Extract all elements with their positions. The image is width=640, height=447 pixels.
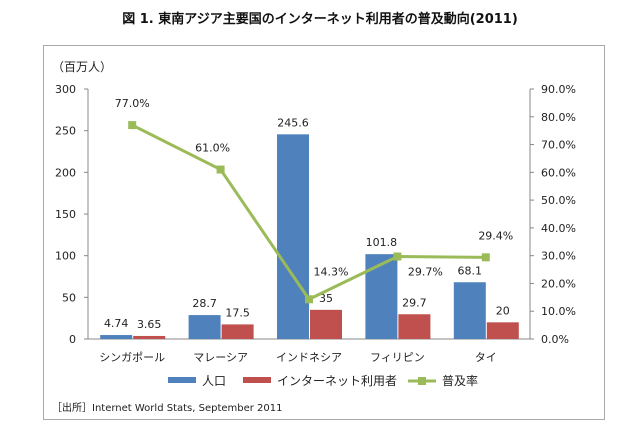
data-label: 4.74 <box>104 317 129 330</box>
y-tick-label: 50 <box>62 291 76 304</box>
line-marker <box>216 165 225 174</box>
x-tick-label: マレーシア <box>193 351 248 364</box>
bar-internet-users <box>310 309 342 339</box>
data-label: 68.1 <box>458 264 483 277</box>
bar-internet-users <box>133 335 166 339</box>
data-label: 20 <box>496 304 510 317</box>
bar-internet-users <box>221 324 254 339</box>
bar-internet-users <box>486 322 519 339</box>
data-label: 245.6 <box>277 116 309 129</box>
data-label: 3.65 <box>137 318 162 331</box>
line-marker <box>128 121 137 130</box>
chart-title: 図 1. 東南アジア主要国のインターネット利用者の普及動向(2011) <box>122 12 518 27</box>
y2-tick-label: 70.0% <box>541 139 576 152</box>
y2-tick-label: 0.0% <box>541 333 569 346</box>
bar-population <box>365 254 398 339</box>
data-label: 29.7 <box>402 296 427 309</box>
y-tick-label: 250 <box>55 125 76 138</box>
bar-population <box>188 315 221 339</box>
legend-marker <box>418 377 426 385</box>
data-label: 17.5 <box>225 306 250 319</box>
y2-tick-label: 40.0% <box>541 222 576 235</box>
data-label: 101.8 <box>366 236 398 249</box>
y2-tick-label: 60.0% <box>541 166 576 179</box>
line-marker <box>481 253 490 262</box>
legend-label: 普及率 <box>442 373 478 388</box>
x-tick-label: タイ <box>475 351 497 364</box>
y-tick-label: 200 <box>55 166 76 179</box>
y2-tick-label: 50.0% <box>541 194 576 207</box>
line-marker <box>393 252 402 261</box>
data-label: 29.7% <box>408 266 443 279</box>
data-label: 61.0% <box>195 142 230 155</box>
y-tick-label: 100 <box>55 250 76 263</box>
y2-tick-label: 90.0% <box>541 83 576 96</box>
data-label: 28.7 <box>192 297 217 310</box>
legend-swatch-internet-users <box>243 377 271 383</box>
data-label: 35 <box>319 292 333 305</box>
y-tick-label: 0 <box>69 333 76 346</box>
legend-label: インターネット利用者 <box>277 374 397 388</box>
data-label: 77.0% <box>115 97 150 110</box>
y2-tick-label: 30.0% <box>541 250 576 263</box>
legend-swatch-population <box>168 377 196 383</box>
bar-population <box>277 134 309 339</box>
bar-internet-users <box>398 314 431 339</box>
bar-population <box>453 282 486 339</box>
y2-tick-label: 80.0% <box>541 111 576 124</box>
x-tick-label: シンガポール <box>99 351 165 364</box>
bar-population <box>100 335 133 339</box>
y2-tick-label: 10.0% <box>541 305 576 318</box>
data-label: 29.4% <box>478 229 513 242</box>
y-tick-label: 150 <box>55 208 76 221</box>
source-note: ［出所］Internet World Stats, September 2011 <box>52 403 283 414</box>
y2-tick-label: 20.0% <box>541 277 576 290</box>
y-tick-label: 300 <box>55 83 76 96</box>
line-marker <box>305 295 313 304</box>
data-label: 14.3% <box>314 265 349 278</box>
y-axis-unit-label: （百万人） <box>52 60 112 74</box>
legend-label: 人口 <box>202 374 226 388</box>
x-tick-label: インドネシア <box>276 351 342 364</box>
chart-frame <box>43 45 605 420</box>
x-tick-label: フィリピン <box>370 351 425 364</box>
